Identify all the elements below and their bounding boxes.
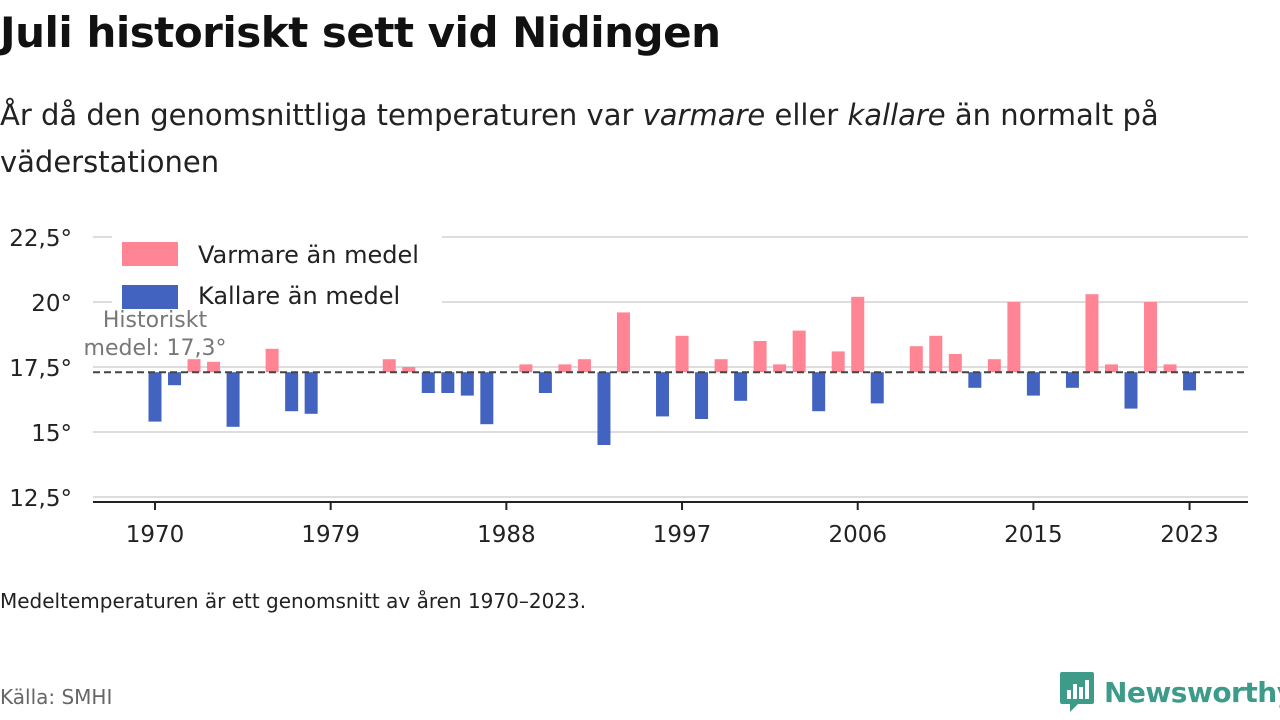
- bar-warm: [187, 359, 201, 373]
- bar-cold: [812, 372, 826, 412]
- legend-warm-label: Varmare än medel: [198, 241, 419, 269]
- y-axis-labels: 12,5° 15° 17,5° 20° 22,5°: [9, 226, 72, 512]
- subtitle-warm: varmare: [642, 98, 766, 132]
- bar-warm: [519, 364, 533, 373]
- x-tick-label: 1988: [477, 522, 536, 548]
- bar-warm: [1163, 364, 1177, 373]
- bar-cold: [304, 372, 318, 414]
- baseline-label-line2: medel: 17,3°: [84, 336, 227, 361]
- bar-warm: [558, 364, 572, 373]
- bar-cold: [870, 372, 884, 404]
- newsworthy-logo-icon: [1060, 672, 1094, 712]
- bar-cold: [538, 372, 552, 393]
- bar-cold: [168, 372, 182, 386]
- bar-warm: [909, 346, 923, 373]
- bar-warm: [851, 296, 865, 373]
- y-tick-label: 12,5°: [9, 486, 72, 512]
- bar-cold: [226, 372, 240, 427]
- brand-logo: Newsworthy: [1058, 670, 1280, 714]
- subtitle-part1: År då den genomsnittliga temperaturen va…: [0, 98, 643, 132]
- bar-cold: [421, 372, 435, 393]
- source-label: Källa: SMHI: [0, 685, 113, 709]
- bar-warm: [773, 364, 787, 373]
- bar-cold: [1026, 372, 1040, 396]
- baseline-annotation: Historiskt medel: 17,3°: [84, 308, 227, 361]
- x-axis: 1970 1979 1988 1997 2006 2015 2023: [93, 501, 1248, 548]
- bar-cold: [1183, 372, 1197, 391]
- bar-cold: [1124, 372, 1138, 409]
- subtitle-part2: eller: [765, 98, 848, 132]
- y-tick-label: 22,5°: [9, 226, 72, 252]
- bar-warm: [265, 348, 279, 373]
- bar-cold: [480, 372, 494, 425]
- subtitle-part3: än normalt på väderstationen: [0, 98, 1159, 179]
- x-tick-label: 1979: [301, 522, 360, 548]
- bar-warm: [792, 330, 806, 373]
- bar-warm: [831, 351, 845, 373]
- x-tick-label: 2015: [1004, 522, 1063, 548]
- x-tick-label: 2006: [828, 522, 887, 548]
- bar-cold: [695, 372, 709, 419]
- bar-cold: [597, 372, 611, 445]
- brand-name: Newsworthy: [1104, 675, 1280, 709]
- bar-chart: 12,5° 15° 17,5° 20° 22,5° 1970 1979 1988 1997 20…: [9, 226, 1248, 548]
- footnote: Medeltemperaturen är ett genomsnitt av å…: [0, 589, 587, 613]
- bar-cold: [656, 372, 670, 417]
- bar-warm: [207, 361, 221, 373]
- bar-warm: [382, 359, 396, 373]
- x-tick-label: 1997: [653, 522, 712, 548]
- legend-cold-label: Kallare än medel: [198, 282, 400, 310]
- legend-warm-swatch: [122, 242, 178, 266]
- x-tick-label: 2023: [1160, 522, 1219, 548]
- legend-cold-swatch: [122, 285, 178, 309]
- bar-warm: [948, 354, 962, 373]
- bar-cold: [968, 372, 982, 388]
- y-tick-label: 17,5°: [9, 356, 72, 382]
- bar-warm: [987, 359, 1001, 373]
- bar-warm: [577, 359, 591, 373]
- bar-cold: [1065, 372, 1079, 388]
- y-tick-label: 15°: [31, 421, 72, 447]
- bar-warm: [1104, 364, 1118, 373]
- subtitle-cold: kallare: [847, 98, 946, 132]
- bar-warm: [1085, 294, 1099, 373]
- baseline-label-line1: Historiskt: [103, 308, 208, 333]
- bar-warm: [929, 335, 943, 373]
- y-tick-label: 20°: [31, 291, 72, 317]
- bar-cold: [460, 372, 474, 396]
- chart-subtitle: År då den genomsnittliga temperaturen va…: [0, 92, 1230, 186]
- bar-warm: [402, 367, 416, 373]
- bar-cold: [148, 372, 162, 422]
- chart-title: Juli historiskt sett vid Nidingen: [0, 8, 721, 57]
- bar-cold: [441, 372, 455, 393]
- bar-warm: [616, 312, 630, 373]
- bar-warm: [1144, 302, 1158, 373]
- bar-warm: [675, 335, 689, 373]
- x-tick-label: 1970: [126, 522, 185, 548]
- bar-cold: [285, 372, 299, 412]
- legend: Varmare än medel Kallare än medel: [112, 230, 442, 316]
- bar-warm: [753, 341, 767, 373]
- bars: [148, 294, 1197, 445]
- bar-warm: [714, 359, 728, 373]
- bar-cold: [734, 372, 748, 401]
- bar-warm: [1007, 302, 1021, 373]
